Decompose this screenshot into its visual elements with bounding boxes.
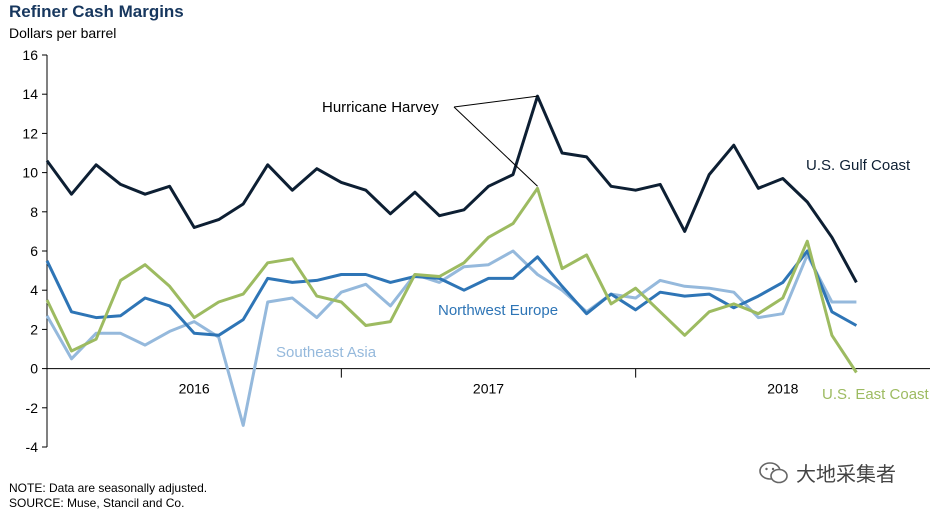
x-tick-label: 2018 [767,381,798,397]
series-line-u-s-east-coast [45,186,858,374]
series-line-southeast-asia [45,249,857,427]
watermark: 大地采集者 [758,458,896,487]
y-tick-label: 0 [30,361,38,377]
annotation-label: Hurricane Harvey [322,99,439,116]
y-axis-label: Dollars per barrel [9,25,117,41]
y-tick-label: 6 [30,243,38,259]
y-tick-label: 10 [22,165,38,181]
y-tick-label: 8 [30,204,38,220]
x-tick-label: 2017 [473,381,504,397]
chart-source: SOURCE: Muse, Stancil and Co. [9,496,185,510]
y-tick-label: -2 [26,400,39,416]
annotation-leader [453,95,538,108]
series-label: U.S. Gulf Coast [806,157,911,174]
series-label: Southeast Asia [276,344,377,361]
y-tick-label: 2 [30,321,38,337]
y-tick-label: 4 [30,282,38,298]
y-tick-label: 16 [22,47,38,63]
chart-title: Refiner Cash Margins [9,2,184,21]
chart-note: NOTE: Data are seasonally adjusted. [9,481,208,495]
series-line-u-s-gulf-coast [45,94,858,284]
x-tick-label: 2016 [179,381,210,397]
series-label: U.S. East Coast [822,386,930,403]
watermark-text: 大地采集者 [796,462,896,486]
series-label: Northwest Europe [438,302,558,319]
annotation-leader [453,106,538,187]
y-tick-label: 12 [22,125,38,141]
y-tick-label: -4 [26,439,39,455]
wechat-icon [759,461,788,483]
series-line-northwest-europe [45,249,858,337]
y-tick-label: 14 [22,86,38,102]
